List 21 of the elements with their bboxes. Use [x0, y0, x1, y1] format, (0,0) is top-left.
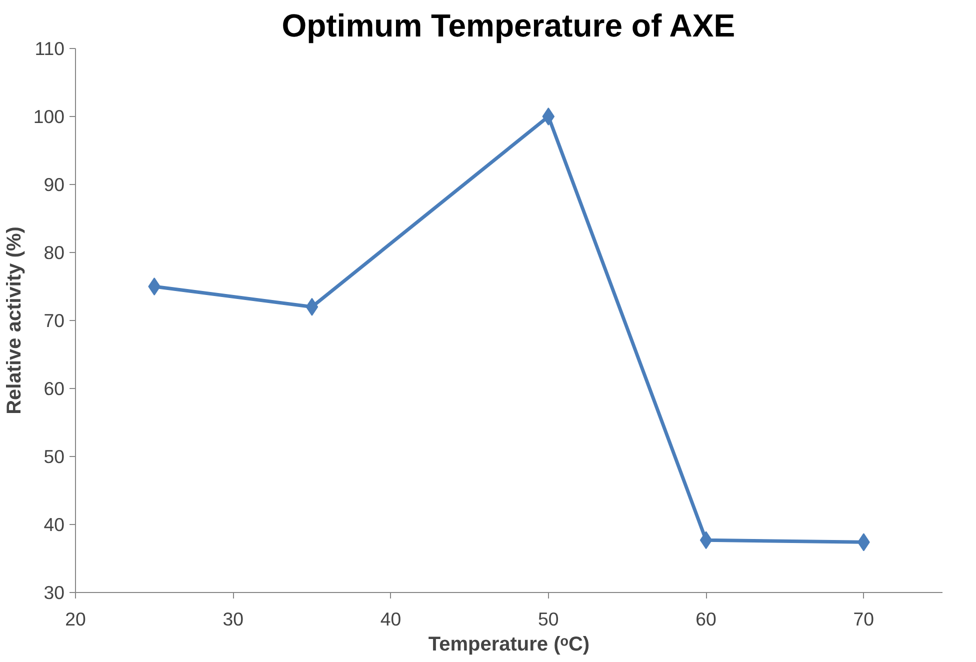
y-tick-label: 40: [44, 514, 65, 535]
x-tick-label: 30: [222, 608, 244, 630]
y-tick-label: 70: [44, 310, 65, 331]
x-tick-label: 20: [65, 608, 86, 630]
y-tick-label: 30: [44, 582, 65, 603]
y-tick-label: 90: [44, 174, 65, 195]
x-tick-label: 40: [380, 608, 402, 630]
point: [542, 108, 555, 126]
y-tick-label: 50: [44, 446, 65, 467]
y-axis-title: Relative activity (%): [3, 226, 26, 414]
chart-title: Optimum Temperature of AXE: [282, 8, 736, 44]
x-tick-label: 70: [853, 608, 874, 630]
x-tick-label: 60: [696, 608, 716, 630]
point: [700, 531, 712, 550]
y-tick-label: 80: [44, 242, 65, 263]
y-tick-label: 100: [33, 106, 65, 127]
y-tick-label: 110: [34, 38, 65, 59]
y-tick-label: 60: [44, 378, 65, 399]
x-axis-title: Temperature (ᵒC): [428, 634, 590, 656]
x-tick-label: 50: [538, 608, 559, 630]
point: [306, 298, 318, 316]
